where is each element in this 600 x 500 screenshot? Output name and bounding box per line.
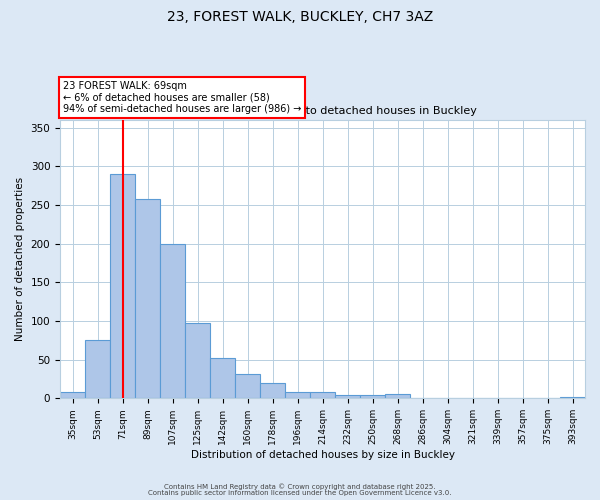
Bar [85,340,110,398]
Text: Contains HM Land Registry data © Crown copyright and database right 2025.: Contains HM Land Registry data © Crown c… [164,484,436,490]
Bar [260,383,285,398]
Y-axis label: Number of detached properties: Number of detached properties [15,177,25,341]
Bar [560,397,585,398]
Bar [110,174,135,398]
Title: Size of property relative to detached houses in Buckley: Size of property relative to detached ho… [168,106,477,117]
Bar [385,394,410,398]
Bar [60,392,85,398]
Bar [285,392,310,398]
Bar [335,396,360,398]
Bar [210,358,235,399]
Bar [160,244,185,398]
Bar [235,374,260,398]
Text: 23 FOREST WALK: 69sqm
← 6% of detached houses are smaller (58)
94% of semi-detac: 23 FOREST WALK: 69sqm ← 6% of detached h… [62,81,301,114]
Bar [360,396,385,398]
Text: 23, FOREST WALK, BUCKLEY, CH7 3AZ: 23, FOREST WALK, BUCKLEY, CH7 3AZ [167,10,433,24]
Bar [310,392,335,398]
Bar [185,322,210,398]
Text: Contains public sector information licensed under the Open Government Licence v3: Contains public sector information licen… [148,490,452,496]
Bar [135,199,160,398]
X-axis label: Distribution of detached houses by size in Buckley: Distribution of detached houses by size … [191,450,455,460]
